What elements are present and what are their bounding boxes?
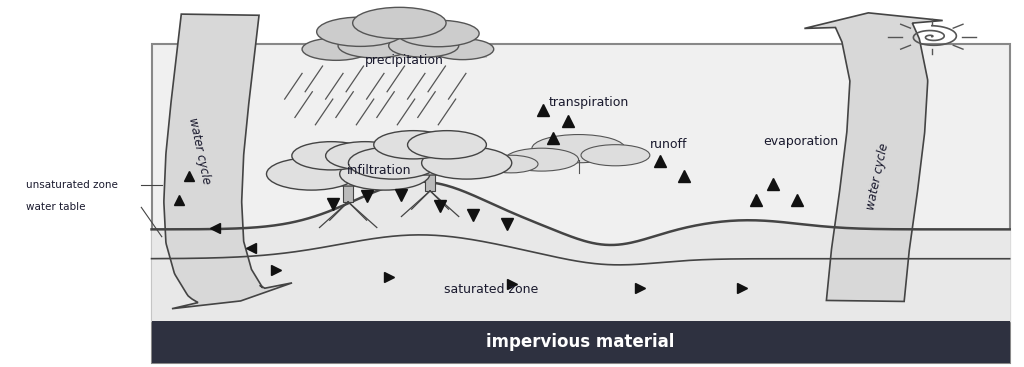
Polygon shape bbox=[805, 13, 943, 301]
Circle shape bbox=[266, 158, 356, 190]
Circle shape bbox=[326, 142, 404, 170]
Text: water table: water table bbox=[26, 202, 85, 212]
Circle shape bbox=[292, 146, 404, 186]
Text: water cycle: water cycle bbox=[186, 116, 213, 185]
Ellipse shape bbox=[581, 145, 650, 166]
Circle shape bbox=[374, 135, 486, 175]
Bar bbox=[343, 178, 353, 202]
Text: saturated zone: saturated zone bbox=[444, 283, 539, 297]
Circle shape bbox=[340, 158, 430, 190]
Bar bbox=[152, 44, 1010, 363]
Circle shape bbox=[348, 147, 438, 179]
Text: water cycle: water cycle bbox=[864, 142, 891, 211]
Circle shape bbox=[422, 147, 512, 179]
Ellipse shape bbox=[397, 20, 479, 47]
Text: precipitation: precipitation bbox=[365, 54, 444, 67]
Text: evaporation: evaporation bbox=[763, 135, 839, 148]
Polygon shape bbox=[164, 14, 292, 309]
Circle shape bbox=[292, 142, 371, 170]
Bar bbox=[425, 167, 435, 191]
Ellipse shape bbox=[338, 33, 412, 58]
Text: unsaturated zone: unsaturated zone bbox=[26, 180, 118, 190]
Circle shape bbox=[408, 131, 486, 159]
Ellipse shape bbox=[531, 135, 626, 163]
Bar bbox=[152, 321, 1010, 363]
Text: impervious material: impervious material bbox=[486, 333, 675, 351]
Ellipse shape bbox=[302, 38, 371, 60]
Ellipse shape bbox=[431, 39, 494, 59]
Bar bbox=[311, 49, 487, 58]
Text: transpiration: transpiration bbox=[549, 96, 629, 109]
Circle shape bbox=[374, 131, 453, 159]
Ellipse shape bbox=[505, 148, 579, 171]
Text: runoff: runoff bbox=[650, 138, 688, 152]
Ellipse shape bbox=[484, 155, 538, 173]
Text: infiltration: infiltration bbox=[347, 164, 411, 177]
Ellipse shape bbox=[352, 7, 446, 39]
Ellipse shape bbox=[316, 17, 404, 46]
Ellipse shape bbox=[389, 34, 459, 57]
